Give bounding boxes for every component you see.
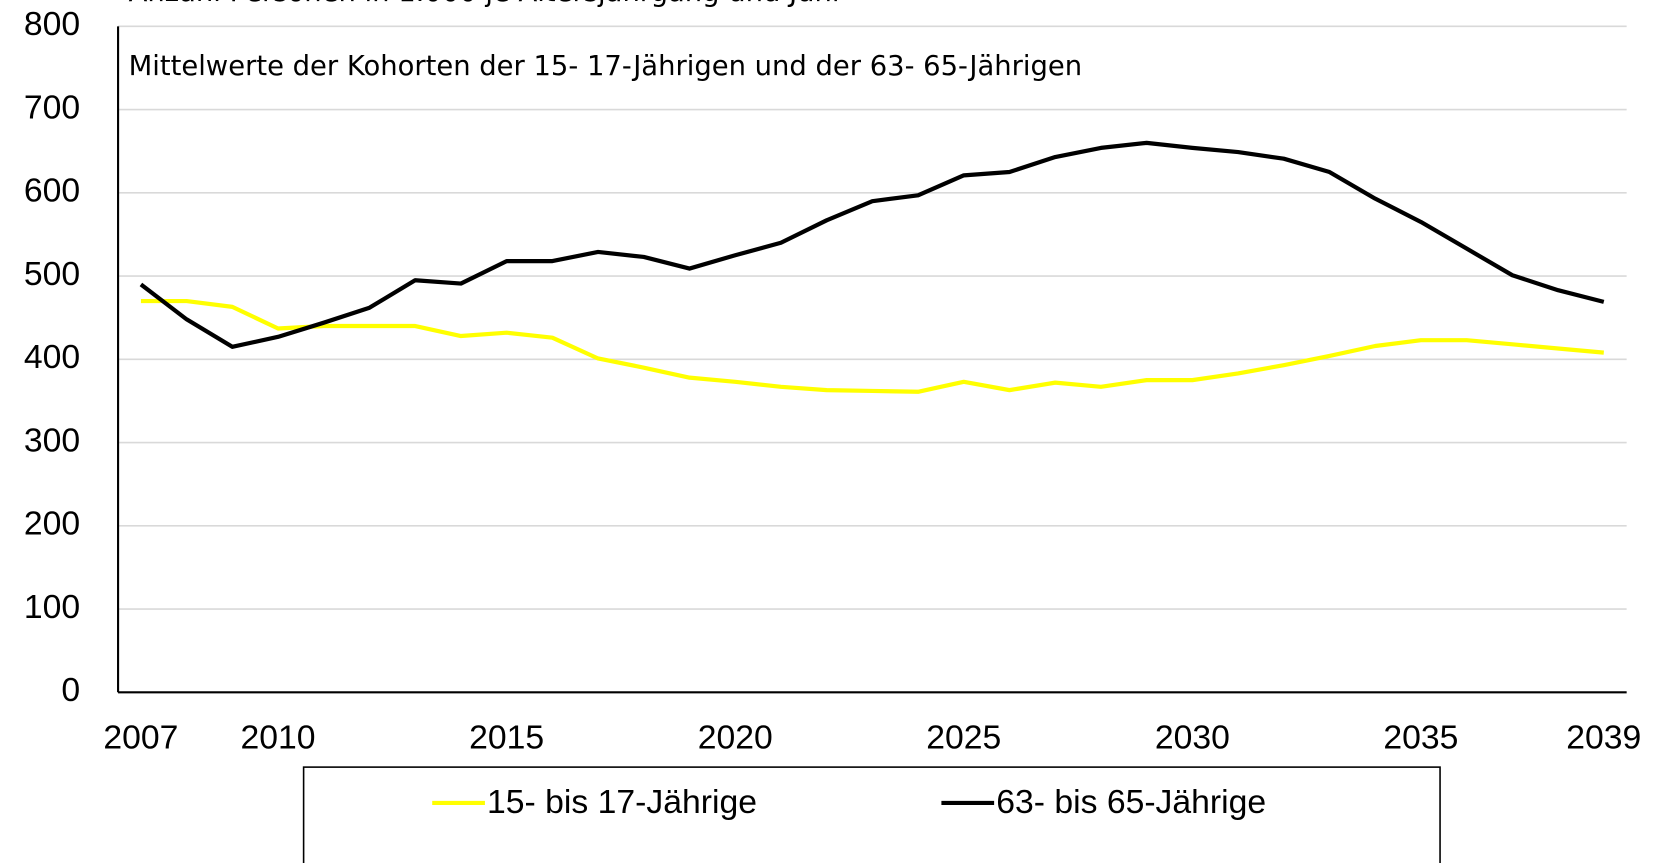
y-tick-label: 600 (24, 172, 80, 210)
y-tick-label: 400 (24, 338, 80, 376)
y-tick-label: 500 (24, 255, 80, 293)
series-line (140, 298, 1604, 394)
y-tick-label: 0 (61, 671, 80, 709)
y-tick-label: 100 (24, 588, 80, 626)
legend-label: 63- bis 65-Jährige (996, 783, 1266, 821)
y-tick-label: 200 (24, 505, 80, 543)
x-tick-label: 2015 (469, 719, 544, 757)
x-tick-label: 2035 (1383, 719, 1458, 757)
legend-label: 15- bis 17-Jährige (487, 783, 757, 821)
x-tick-label: 2025 (926, 719, 1001, 757)
x-tick-label: 2039 (1566, 719, 1641, 757)
y-tick-label: 800 (24, 5, 80, 43)
chart-subtitle: Mittelwerte der Kohorten der 15- 17-Jähr… (129, 51, 1083, 82)
y-tick-label: 300 (24, 421, 80, 459)
chart-title: Anzahl Personen in 1.000 je Altersjahrga… (129, 0, 840, 8)
x-tick-label: 2020 (698, 719, 773, 757)
x-tick-label: 2007 (103, 719, 178, 757)
x-tick-label: 2030 (1155, 719, 1230, 757)
legend-box (302, 766, 1441, 863)
series-line (139, 140, 1605, 349)
y-tick-label: 700 (24, 88, 80, 126)
x-tick-label: 2010 (241, 719, 316, 757)
